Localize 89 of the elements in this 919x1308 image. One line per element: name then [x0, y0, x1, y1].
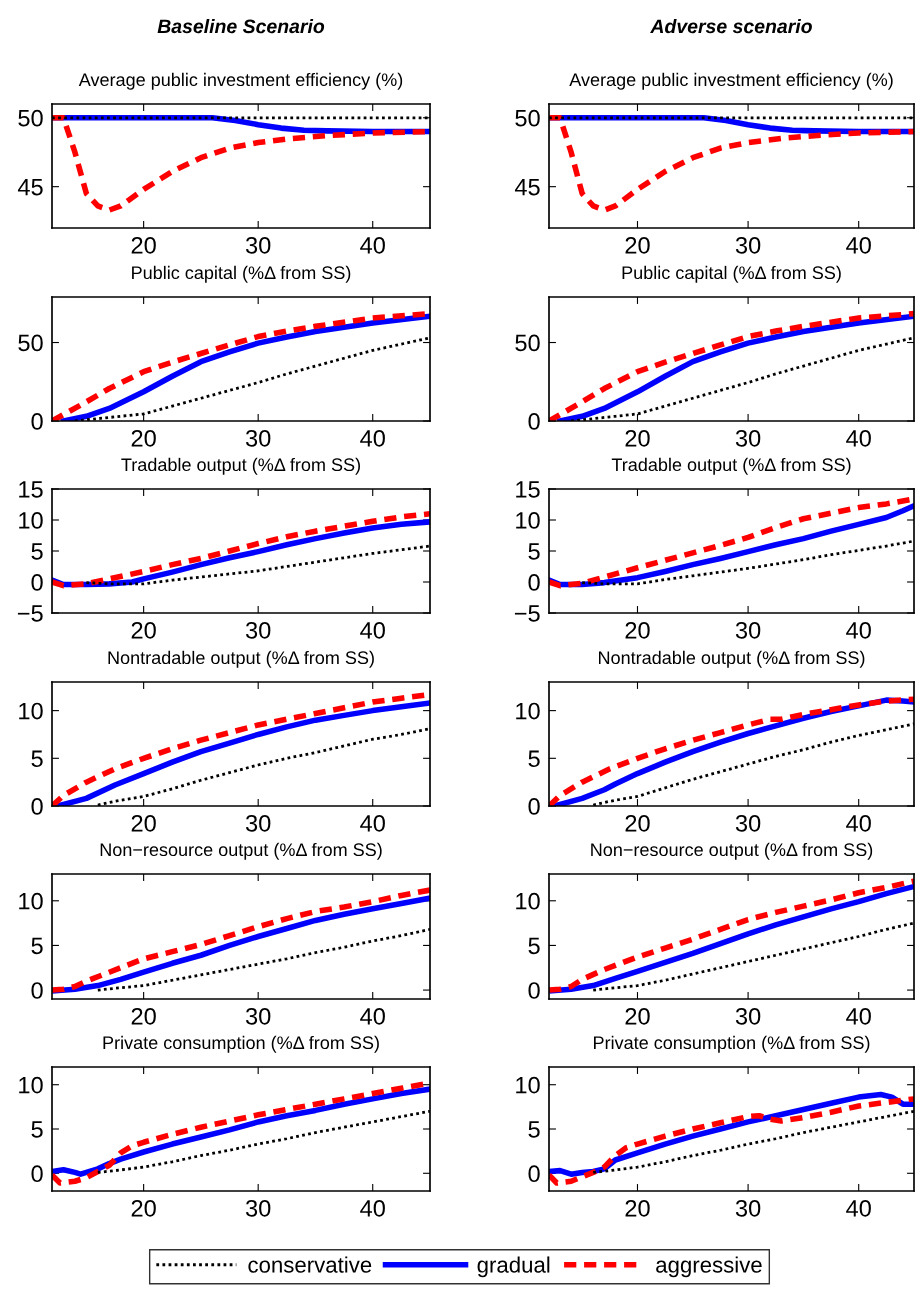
- y-tick-label: 10: [19, 1076, 43, 1094]
- y-tick-label: 5: [528, 1121, 540, 1138]
- y-tick-label: −5: [514, 605, 540, 622]
- chart-title: Nontradable output (%Δ from SS): [108, 650, 374, 668]
- chart-title: Tradable output (%Δ from SS): [121, 457, 360, 475]
- x-tick-label: 20: [625, 814, 650, 832]
- y-tick-label: 15: [516, 481, 540, 498]
- x-tick-label: 40: [846, 236, 871, 254]
- y-tick-label: 10: [19, 702, 43, 720]
- x-tick-label: 30: [245, 621, 271, 639]
- x-tick-label: 30: [245, 429, 271, 447]
- x-tick-label: 20: [131, 1007, 156, 1025]
- y-tick-label: 5: [528, 937, 540, 955]
- x-tick-label: 40: [360, 621, 385, 639]
- y-tick-label: 45: [17, 178, 43, 196]
- y-tick-label: 50: [18, 109, 43, 127]
- chart-title: Public capital (%Δ from SS): [132, 265, 351, 283]
- y-tick-label: 0: [31, 982, 43, 999]
- y-tick-label: −5: [17, 605, 43, 622]
- y-tick-label: 0: [31, 798, 43, 815]
- x-tick-label: 30: [245, 814, 271, 832]
- chart-title: Tradable output (%Δ from SS): [611, 457, 851, 475]
- x-tick-label: 20: [131, 1199, 156, 1217]
- text: Adverse scenario: [650, 18, 812, 34]
- y-tick-label: 5: [528, 750, 540, 768]
- y-tick-label: 0: [528, 982, 540, 999]
- chart-title: Private consumption (%Δ from SS): [103, 1035, 379, 1053]
- y-tick-label: 15: [19, 481, 43, 498]
- y-tick-label: 0: [528, 413, 540, 430]
- x-tick-label: 20: [625, 236, 650, 254]
- x-tick-label: 40: [360, 1007, 385, 1025]
- chart-title: Non−resource output (%Δ from SS): [100, 842, 382, 860]
- x-tick-label: 30: [735, 1007, 761, 1025]
- y-tick-label: 50: [515, 334, 540, 352]
- y-tick-label: 45: [514, 178, 540, 196]
- y-tick-label: 0: [31, 413, 43, 430]
- x-tick-label: 40: [360, 1199, 385, 1217]
- y-tick-label: 0: [31, 574, 43, 591]
- y-tick-label: 10: [516, 702, 540, 720]
- chart-title: Private consumption (%Δ from SS): [594, 1035, 870, 1053]
- y-tick-label: 5: [31, 1121, 43, 1138]
- chart-title: Nontradable output (%Δ from SS): [599, 650, 865, 668]
- y-tick-label: 0: [528, 798, 540, 815]
- x-tick-label: 20: [625, 621, 650, 639]
- x-tick-label: 20: [131, 236, 156, 254]
- y-tick-label: 5: [528, 543, 540, 560]
- x-tick-label: 40: [360, 814, 385, 832]
- x-tick-label: 40: [846, 429, 871, 447]
- y-tick-label: 0: [31, 1165, 43, 1183]
- chart-title: Average public investment efficiency (%): [569, 72, 893, 90]
- x-tick-label: 20: [131, 429, 156, 447]
- x-tick-label: 30: [735, 429, 761, 447]
- legend-label: gradual: [477, 1256, 550, 1278]
- y-tick-label: 10: [19, 512, 43, 529]
- chart-title: Public capital (%Δ from SS): [622, 265, 841, 283]
- y-tick-label: 10: [516, 892, 540, 910]
- x-tick-label: 30: [245, 236, 271, 254]
- y-tick-label: 50: [18, 334, 43, 352]
- y-tick-label: 5: [31, 937, 43, 955]
- x-tick-label: 40: [846, 621, 871, 639]
- x-tick-label: 40: [846, 1199, 871, 1217]
- chart-title: Non−resource output (%Δ from SS): [591, 842, 873, 860]
- y-tick-label: 0: [528, 1165, 540, 1183]
- x-tick-label: 30: [735, 621, 761, 639]
- text: Baseline Scenario: [157, 18, 325, 34]
- y-tick-label: 10: [19, 892, 43, 910]
- y-tick-label: 10: [516, 512, 540, 529]
- x-tick-label: 30: [245, 1007, 271, 1025]
- x-tick-label: 40: [846, 814, 871, 832]
- y-tick-label: 10: [516, 1076, 540, 1094]
- x-tick-label: 30: [735, 236, 761, 254]
- y-tick-label: 0: [528, 574, 540, 591]
- x-tick-label: 20: [625, 1199, 650, 1217]
- x-tick-label: 30: [735, 1199, 761, 1217]
- x-tick-label: 30: [735, 814, 761, 832]
- x-tick-label: 20: [131, 621, 156, 639]
- legend-label: aggressive: [656, 1256, 762, 1278]
- y-tick-label: 5: [31, 543, 43, 560]
- x-tick-label: 20: [131, 814, 156, 832]
- chart-title: Average public investment efficiency (%): [78, 72, 403, 90]
- x-tick-label: 30: [245, 1199, 271, 1217]
- x-tick-label: 40: [360, 429, 385, 447]
- x-tick-label: 20: [625, 429, 650, 447]
- x-tick-label: 40: [360, 236, 385, 254]
- x-tick-label: 40: [846, 1007, 871, 1025]
- y-tick-label: 50: [515, 109, 540, 127]
- legend-label: conservative: [248, 1256, 372, 1273]
- x-tick-label: 20: [625, 1007, 650, 1025]
- y-tick-label: 5: [31, 750, 43, 768]
